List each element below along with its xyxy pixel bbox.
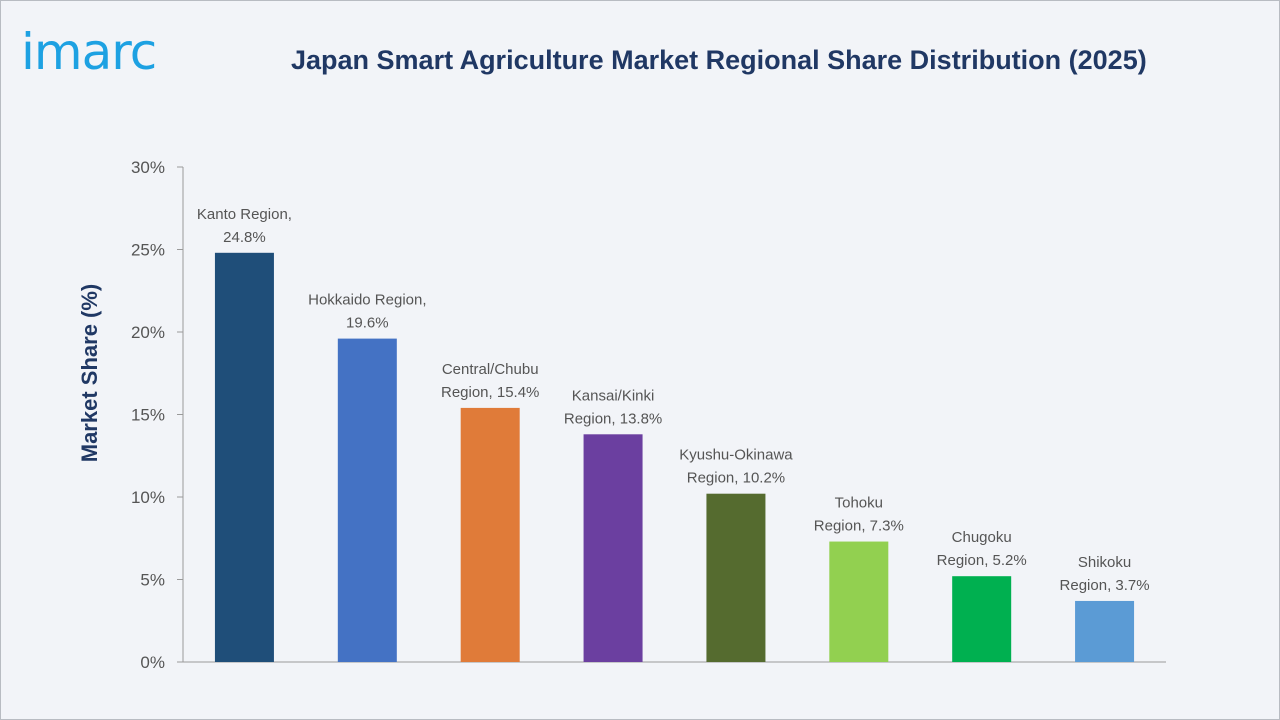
data-label: 19.6% [346, 315, 389, 332]
bar-central-chubu-region [460, 407, 520, 662]
data-label: 24.8% [223, 229, 266, 246]
data-label: Region, 10.2% [687, 470, 785, 487]
bar-kanto-region [214, 252, 274, 663]
y-tick-label: 0% [140, 653, 165, 672]
data-label: Hokkaido Region, [308, 292, 426, 309]
bar-kyushu-okinawa-region [706, 493, 766, 662]
data-label: Kansai/Kinki [572, 387, 655, 404]
data-label: Region, 5.2% [937, 552, 1027, 569]
y-axis-label: Market Share (%) [77, 284, 102, 463]
y-tick-label: 30% [131, 158, 165, 177]
bars-group [214, 252, 1135, 663]
data-label: Region, 15.4% [441, 384, 539, 401]
data-label: Kyushu-Okinawa [679, 447, 793, 464]
data-label: Tohoku [835, 495, 883, 512]
imarc-logo: imarc [21, 23, 157, 81]
bar-hokkaido-region [337, 338, 397, 662]
bar-shikoku-region [1075, 600, 1135, 662]
data-label: Chugoku [952, 529, 1012, 546]
data-label: Central/Chubu [442, 361, 539, 378]
data-label: Region, 3.7% [1060, 577, 1150, 594]
y-tick-label: 10% [131, 488, 165, 507]
axes-group: 0% 5% 10% 15% 20% 25% 30% [131, 158, 1166, 672]
data-label: Region, 7.3% [814, 518, 904, 535]
data-labels-group: Kanto Region, 24.8% Hokkaido Region, 19.6% C… [197, 206, 1150, 594]
data-label: Kanto Region, [197, 206, 292, 223]
y-tick-label: 25% [131, 241, 165, 260]
y-tick-label: 20% [131, 323, 165, 342]
data-label: Shikoku [1078, 554, 1131, 571]
chart-title: Japan Smart Agriculture Market Regional … [291, 45, 1147, 75]
y-tick-label: 15% [131, 406, 165, 425]
bar-kansai-kinki-region [583, 434, 643, 662]
bar-chugoku-region [952, 576, 1012, 662]
y-tick-label: 5% [140, 571, 165, 590]
data-label: Region, 13.8% [564, 410, 662, 427]
bar-tohoku-region [829, 541, 889, 662]
